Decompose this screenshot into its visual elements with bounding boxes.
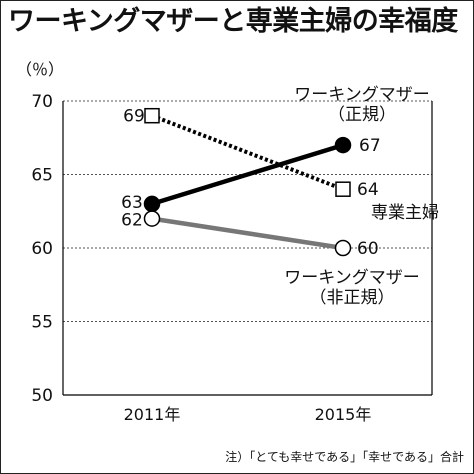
- data-label: 62: [121, 211, 143, 231]
- series-line: [151, 216, 344, 251]
- series-line: [151, 113, 344, 192]
- series-name-label: （非正規）: [310, 288, 395, 308]
- y-tick-label: 55: [31, 313, 53, 333]
- series-line: [151, 142, 344, 207]
- data-point: [144, 107, 160, 124]
- data-point: [335, 181, 351, 197]
- y-tick-label: 65: [31, 166, 53, 186]
- data-point: [334, 239, 352, 257]
- series-name-label: （正規）: [328, 105, 396, 125]
- footnote: 注）「とても幸せである」「幸せである」合計: [225, 450, 464, 464]
- y-tick-label: 50: [31, 386, 53, 406]
- data-label: 64: [357, 180, 379, 200]
- x-tick-label: 2015年: [315, 405, 372, 424]
- data-label: 69: [123, 107, 145, 127]
- chart-title: ワーキングマザーと専業主婦の幸福度: [8, 6, 458, 37]
- data-point: [334, 136, 352, 154]
- series-name-label: ワーキングマザー: [284, 268, 420, 288]
- series-name-label: 専業主婦: [371, 203, 439, 223]
- y-axis-label: （％）: [16, 60, 64, 79]
- x-tick-label: 2011年: [124, 405, 181, 424]
- data-point: [143, 195, 161, 213]
- data-label: 60: [357, 239, 379, 259]
- y-tick-label: 70: [31, 92, 53, 112]
- data-label: 63: [121, 193, 143, 213]
- data-label: 67: [359, 136, 381, 156]
- series-name-label: ワーキングマザー: [294, 85, 430, 105]
- data-point: [143, 210, 161, 227]
- y-tick-label: 60: [31, 239, 53, 259]
